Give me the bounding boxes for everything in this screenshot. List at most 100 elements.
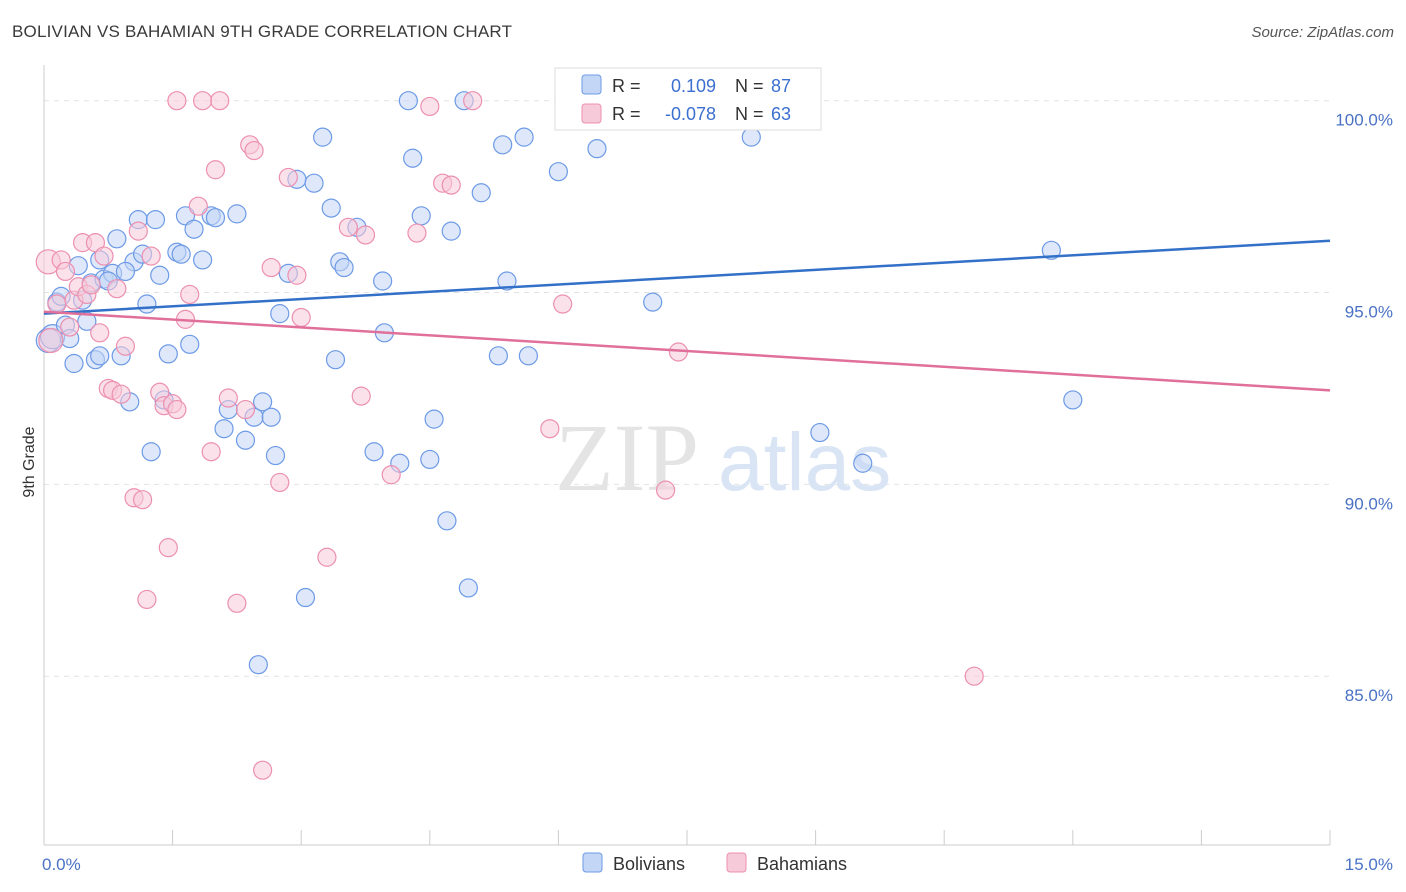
legend-r-value-bahamians: -0.078 bbox=[665, 104, 716, 124]
bolivians-point-34 bbox=[235, 430, 256, 450]
bahamians-point-52 bbox=[407, 223, 427, 243]
bahamians-point-46 bbox=[291, 307, 311, 328]
bottom-legend-swatch-bahamians bbox=[726, 852, 747, 873]
bolivians-point-5 bbox=[64, 353, 84, 374]
bahamians-point-4 bbox=[55, 261, 76, 282]
y-tick-label-0: 85.0% bbox=[1345, 686, 1393, 705]
legend-r-value-bolivians: 0.109 bbox=[671, 76, 716, 96]
legend-swatch-bahamians bbox=[581, 103, 602, 124]
legend-n-value-bahamians: 63 bbox=[771, 104, 791, 124]
bolivians-point-78 bbox=[141, 442, 161, 462]
bolivians-point-71 bbox=[643, 292, 663, 312]
x-tick-label-0: 0.0% bbox=[42, 855, 81, 874]
bahamians-point-31 bbox=[188, 196, 208, 216]
legend-swatch-bolivians bbox=[581, 74, 602, 95]
bahamians-point-48 bbox=[338, 217, 358, 237]
y-tick-label-1: 90.0% bbox=[1345, 494, 1393, 513]
bahamians-point-30 bbox=[180, 284, 200, 305]
bolivians-point-55 bbox=[411, 206, 431, 226]
bahamians-point-32 bbox=[193, 91, 213, 111]
axes bbox=[43, 65, 1331, 846]
x-tick-label-1: 15.0% bbox=[1345, 855, 1393, 874]
bolivians-point-45 bbox=[325, 350, 346, 370]
bolivians-point-80 bbox=[248, 655, 268, 675]
trend-lines bbox=[43, 239, 1331, 392]
bahamians-point-18 bbox=[115, 336, 136, 356]
bolivians-point-77 bbox=[1063, 390, 1083, 410]
bolivians-point-33 bbox=[227, 204, 247, 224]
bolivians-point-36 bbox=[253, 392, 273, 412]
bolivians-point-58 bbox=[437, 511, 457, 531]
bahamians-point-44 bbox=[278, 167, 298, 188]
bottom-legend-label-bolivians: Bolivians bbox=[613, 854, 685, 874]
bolivians-point-66 bbox=[518, 346, 538, 366]
bahamians-point-62 bbox=[167, 91, 187, 111]
bahamians-point-43 bbox=[270, 472, 290, 493]
bolivians-point-59 bbox=[441, 221, 461, 241]
x-tick-labels: 0.0% 15.0% bbox=[42, 855, 1393, 874]
bolivians-point-41 bbox=[295, 587, 316, 608]
bolivians-point-67 bbox=[514, 127, 534, 147]
bahamians-point-1 bbox=[38, 327, 64, 354]
chart-title: BOLIVIAN VS BAHAMIAN 9TH GRADE CORRELATI… bbox=[12, 22, 513, 41]
bahamians-trend-line bbox=[43, 310, 1331, 392]
bahamians-point-58 bbox=[553, 294, 573, 314]
y-tick-labels: 85.0% 90.0% 95.0% 100.0% bbox=[1335, 111, 1393, 705]
bahamians-point-51 bbox=[381, 465, 401, 485]
bahamians-point-35 bbox=[210, 91, 230, 111]
bolivians-point-43 bbox=[313, 127, 333, 147]
bolivians-point-57 bbox=[424, 409, 444, 429]
bolivians-point-21 bbox=[145, 210, 166, 230]
bottom-legend: Bolivians Bahamians bbox=[582, 852, 847, 874]
bahamians-point-22 bbox=[137, 589, 157, 610]
bahamians-point-20 bbox=[128, 221, 148, 241]
bolivians-point-61 bbox=[458, 578, 478, 598]
bahamians-point-41 bbox=[253, 760, 273, 780]
legend-n-label-bolivians: N = bbox=[735, 76, 764, 96]
bahamians-point-47 bbox=[317, 547, 337, 567]
bottom-legend-label-bahamians: Bahamians bbox=[757, 854, 847, 874]
bolivians-point-68 bbox=[548, 162, 569, 182]
bolivians-point-50 bbox=[373, 271, 393, 291]
legend-n-value-bolivians: 87 bbox=[771, 76, 791, 96]
legend-r-label-bahamians: R = bbox=[612, 104, 641, 124]
bolivians-point-20 bbox=[137, 294, 157, 314]
bahamians-point-45 bbox=[287, 265, 307, 285]
bolivians-points bbox=[35, 91, 1083, 675]
y-axis-title: 9th Grade bbox=[21, 426, 38, 497]
bolivians-point-73 bbox=[741, 127, 761, 147]
bolivians-point-29 bbox=[193, 250, 213, 270]
bolivians-point-42 bbox=[304, 173, 324, 193]
bolivians-point-76 bbox=[1041, 240, 1061, 260]
bolivians-point-84 bbox=[171, 244, 191, 264]
bahamians-point-28 bbox=[167, 399, 187, 420]
y-tick-label-2: 95.0% bbox=[1345, 303, 1393, 322]
bahamians-point-21 bbox=[132, 490, 153, 510]
gridlines bbox=[44, 100, 1330, 677]
bolivians-point-47 bbox=[334, 257, 354, 278]
bahamians-point-33 bbox=[201, 442, 221, 462]
bahamians-point-12 bbox=[90, 323, 110, 343]
bahamians-point-40 bbox=[244, 140, 264, 161]
chart-source: Source: ZipAtlas.com bbox=[1251, 24, 1394, 41]
bolivians-point-53 bbox=[398, 91, 418, 111]
bolivians-point-63 bbox=[488, 346, 508, 366]
bolivians-point-31 bbox=[205, 208, 226, 228]
bolivians-trend-line bbox=[43, 239, 1331, 315]
bahamians-point-13 bbox=[94, 246, 114, 266]
bolivians-point-26 bbox=[175, 206, 196, 226]
bottom-legend-swatch-bolivians bbox=[582, 852, 603, 873]
watermark: ZIP atlas bbox=[555, 404, 891, 511]
bahamians-point-53 bbox=[420, 96, 440, 117]
bolivians-point-24 bbox=[158, 344, 178, 364]
bahamians-point-34 bbox=[205, 160, 226, 180]
bahamians-point-2 bbox=[47, 294, 67, 314]
legend-r-label-bolivians: R = bbox=[612, 76, 641, 96]
bolivians-point-38 bbox=[270, 304, 290, 324]
bahamians-point-56 bbox=[463, 91, 483, 111]
bahamians-point-37 bbox=[227, 593, 247, 613]
watermark-zip: ZIP bbox=[555, 404, 699, 511]
bahamians-point-57 bbox=[540, 419, 560, 439]
bahamians-point-16 bbox=[107, 279, 127, 299]
bolivians-point-56 bbox=[420, 449, 440, 470]
